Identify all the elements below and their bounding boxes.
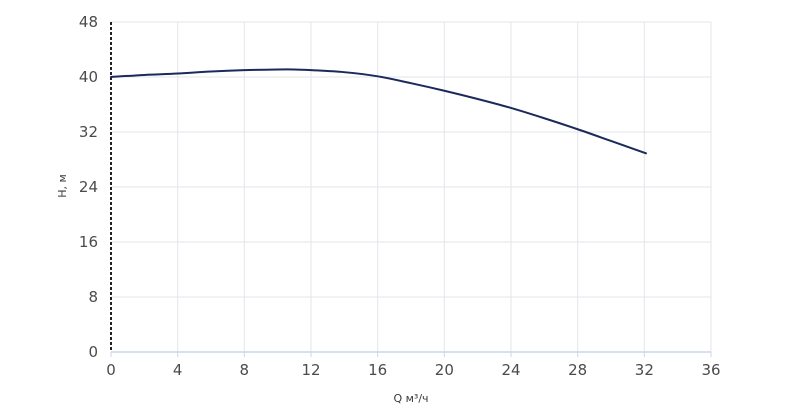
y-axis-title: H, м [56,174,69,198]
x-tick-label: 36 [701,361,720,379]
x-tick-label: 32 [635,361,654,379]
x-tick-label: 0 [106,361,116,379]
y-tick-label: 24 [79,178,98,196]
x-tick-label: 24 [501,361,520,379]
y-tick-label: 48 [79,13,98,31]
y-tick-label: 0 [88,343,98,361]
y-tick-label: 40 [79,68,98,86]
x-tick-label: 8 [240,361,250,379]
y-tick-label: 8 [88,288,98,306]
grid [111,21,712,352]
y-tick-label: 32 [79,123,98,141]
series-layer [110,68,647,155]
x-tick-label: 12 [301,361,320,379]
x-axis-title: Q м³/ч [393,392,428,405]
x-tick-label: 20 [435,361,454,379]
head-flow-curve [110,68,647,155]
x-tick-label: 16 [368,361,387,379]
x-tick-label: 4 [173,361,183,379]
x-tick-label: 28 [568,361,587,379]
y-tick-label: 16 [79,233,98,251]
